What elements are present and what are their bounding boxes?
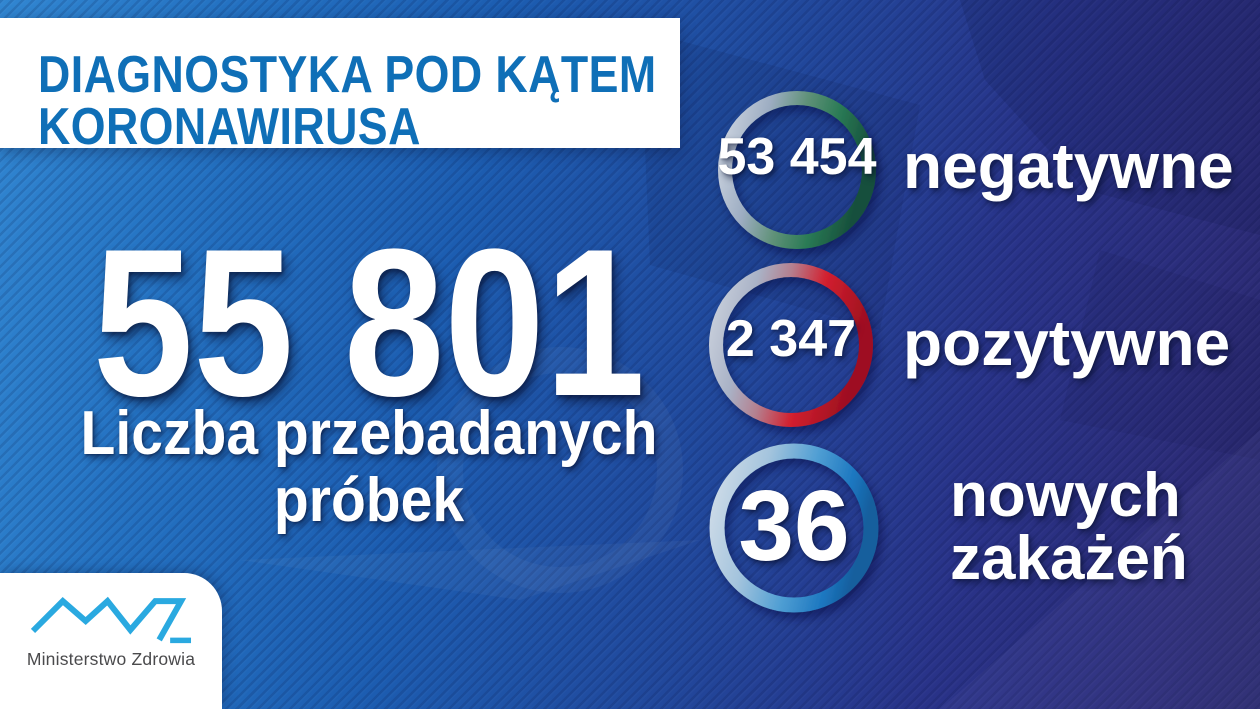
new-infections-stat-value: 36: [738, 470, 850, 582]
title-box: DIAGNOSTYKA POD KĄTEM KORONAWIRUSA: [0, 18, 680, 153]
tested-samples-label-line1: Liczba przebadanych: [80, 399, 658, 468]
new-infections-label-line2: zakażeń: [950, 524, 1188, 593]
positive-stat-label: pozytywne: [903, 307, 1231, 379]
new-infections-label-line1: nowych: [950, 461, 1181, 530]
negative-stat-value: 53 454: [717, 128, 877, 186]
page-title-line2: KORONAWIRUSA: [38, 98, 421, 156]
negative-stat-label: negatywne: [903, 130, 1234, 202]
ministry-of-health-logo-icon: [30, 596, 192, 644]
tested-samples-label: Liczba przebadanych próbek: [47, 400, 691, 534]
page-title: DIAGNOSTYKA POD KĄTEM KORONAWIRUSA: [38, 49, 657, 153]
page-title-line1: DIAGNOSTYKA POD KĄTEM: [38, 46, 657, 104]
tested-samples-label-line2: próbek: [273, 466, 465, 535]
new-infections-stat-label: nowych zakażeń: [950, 464, 1188, 590]
ministry-name: Ministerstwo Zdrowia: [26, 649, 196, 669]
tested-samples-value: 55 801: [92, 205, 646, 440]
positive-stat-value: 2 347: [725, 310, 857, 368]
